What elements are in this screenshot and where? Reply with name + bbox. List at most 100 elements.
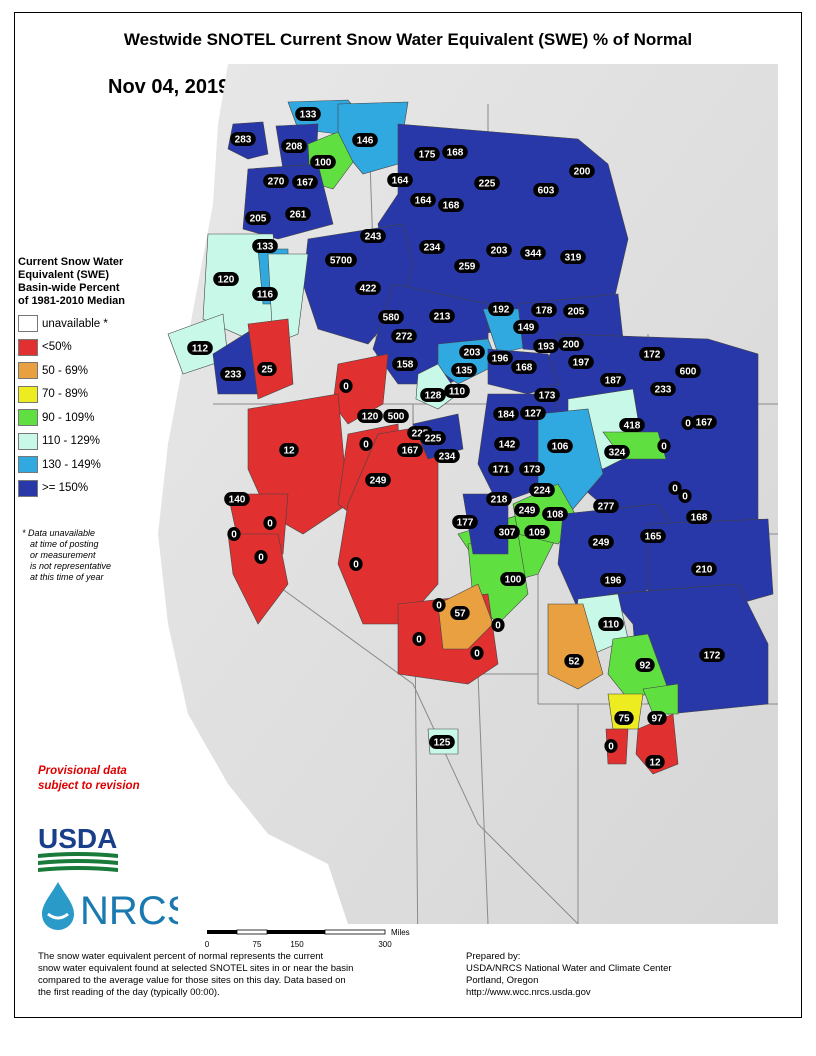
basin-label-bg — [474, 176, 500, 190]
basin-label-bg — [397, 443, 423, 457]
basin-value: 422 — [360, 284, 377, 295]
basin-label-bg — [568, 355, 594, 369]
scale-tick: 75 — [253, 940, 262, 949]
basin-value: 128 — [425, 391, 442, 402]
basin-label: 259 — [454, 259, 480, 273]
basin-label: 25 — [257, 362, 277, 376]
scale-tick: 150 — [290, 940, 304, 949]
legend-label: 90 - 109% — [42, 411, 95, 424]
basin-label-bg — [691, 415, 717, 429]
basin-value: 0 — [661, 442, 667, 453]
basin-label-bg — [686, 510, 712, 524]
basin-value: 146 — [357, 136, 374, 147]
basin-label: 218 — [486, 492, 512, 506]
basin-label: 135 — [451, 363, 477, 377]
basin-label: 110 — [444, 384, 470, 398]
basin-label: 500 — [383, 409, 409, 423]
basin-value: 168 — [691, 513, 708, 524]
basin-value: 272 — [396, 332, 413, 343]
basin-label-bg — [675, 364, 701, 378]
basin-value: 205 — [568, 307, 585, 318]
basin-label-bg — [588, 535, 614, 549]
basin-label: 149 — [513, 320, 539, 334]
basin-label: 205 — [245, 211, 271, 225]
basin-label: 225 — [474, 176, 500, 190]
basin-value: 167 — [696, 418, 713, 429]
legend-title-line: Basin-wide Percent — [18, 282, 120, 294]
basin-label: 0 — [254, 550, 268, 564]
basin-label-bg — [513, 320, 539, 334]
basin-label-bg — [494, 437, 520, 451]
scale-unit: Miles — [391, 928, 410, 937]
basin-label: 164 — [387, 173, 413, 187]
basin-label: 196 — [600, 573, 626, 587]
basin-label-bg — [598, 617, 624, 631]
basin-label: 168 — [438, 198, 464, 212]
basin-label-bg — [650, 382, 676, 396]
basin-label-bg — [657, 439, 671, 453]
basin-value: 0 — [267, 519, 273, 530]
basin-label: 208 — [281, 139, 307, 153]
basin-value: 0 — [474, 649, 480, 660]
basin-value: 175 — [419, 150, 436, 161]
basin-value: 344 — [525, 249, 542, 260]
legend-swatch — [18, 432, 38, 450]
legend-label: unavailable * — [42, 317, 108, 330]
basin-value: 167 — [402, 446, 419, 457]
basin-value: 52 — [568, 657, 580, 668]
basin-value: 116 — [257, 290, 274, 301]
basin-value: 75 — [618, 714, 630, 725]
basin-label: 0 — [678, 489, 692, 503]
basin-label: 319 — [560, 250, 586, 264]
basin-label-bg — [534, 388, 560, 402]
basin-label: 272 — [391, 329, 417, 343]
basin-label: 100 — [500, 572, 526, 586]
legend-label: 50 - 69% — [42, 364, 89, 377]
basin-label-bg — [352, 133, 378, 147]
basin-region — [642, 683, 679, 715]
legend-label: 130 - 149% — [42, 458, 101, 471]
legend-item: 110 - 129% — [18, 430, 168, 454]
basin-label: 344 — [520, 246, 546, 260]
legend-swatch — [18, 479, 38, 497]
basin-label-bg — [558, 337, 584, 351]
legend-swatch — [18, 315, 38, 333]
basin-value: 106 — [552, 442, 569, 453]
basin-label: 234 — [434, 449, 460, 463]
basin-label-bg — [213, 272, 239, 286]
footnote: The snow water equivalent percent of nor… — [38, 951, 408, 999]
basin-label-bg — [451, 363, 477, 377]
basin-label-bg — [325, 253, 357, 267]
basin-label: 167 — [691, 415, 717, 429]
basin-value: 580 — [383, 313, 400, 324]
basin-label: 270 — [263, 174, 289, 188]
basin-label: 106 — [547, 439, 573, 453]
basin-value: 225 — [412, 429, 429, 440]
legend: Current Snow Water Equivalent (SWE) Basi… — [18, 256, 168, 500]
basin-label: 175 — [414, 147, 440, 161]
basin-label-bg — [604, 445, 630, 459]
basin-label: 12 — [279, 443, 299, 457]
basin-value: 249 — [370, 476, 387, 487]
basin-label: 200 — [558, 337, 584, 351]
basin-value: 164 — [415, 196, 432, 207]
basin-value: 418 — [624, 421, 641, 432]
basin-value: 218 — [491, 495, 508, 506]
basin-value: 224 — [534, 486, 551, 497]
basin-label: 203 — [459, 345, 485, 359]
basin-label-bg — [420, 431, 446, 445]
basin-value: 0 — [685, 419, 691, 430]
basin-value: 165 — [645, 532, 662, 543]
legend-label: 110 - 129% — [42, 435, 100, 448]
prepared-by: Prepared by: USDA/NRCS National Water an… — [466, 951, 786, 999]
basin-value: 500 — [388, 412, 405, 423]
basin-label-bg — [365, 473, 391, 487]
basin-value: 168 — [516, 363, 533, 374]
legend-label: <50% — [42, 341, 72, 354]
basin-label: 193 — [533, 339, 559, 353]
basin-label: 261 — [285, 207, 311, 221]
basin-value: 603 — [538, 186, 555, 197]
basin-label-bg — [420, 388, 446, 402]
map-title: Westwide SNOTEL Current Snow Water Equiv… — [123, 30, 693, 49]
basin-label-bg — [547, 439, 573, 453]
